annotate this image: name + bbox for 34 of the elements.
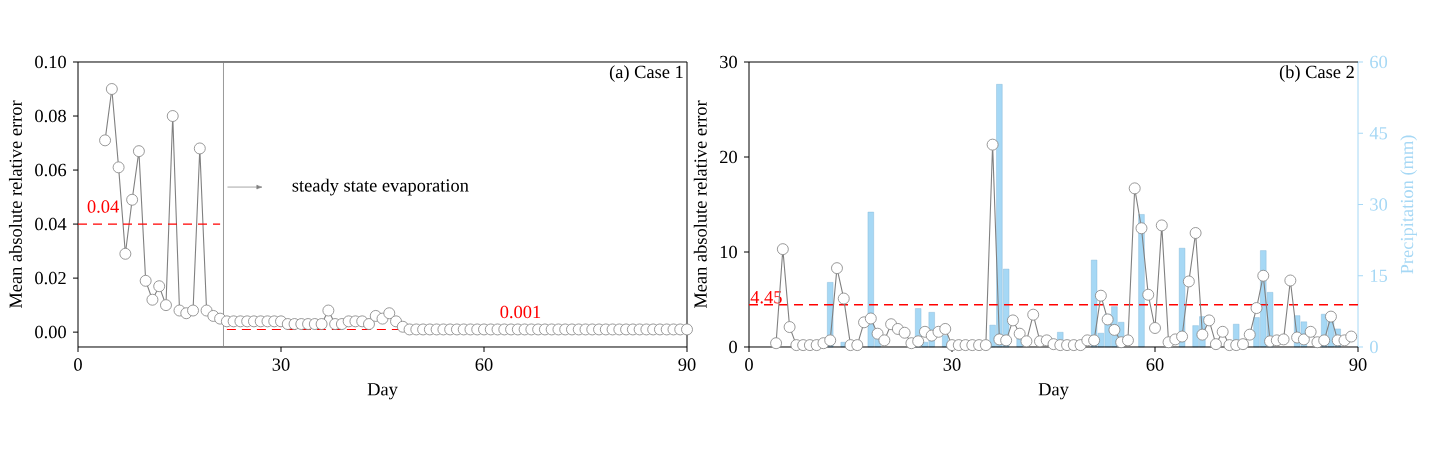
annotation: steady state evaporation (292, 178, 469, 196)
annotation: 0.001 (500, 305, 541, 319)
y2-tick-label: 15 (1370, 269, 1388, 282)
y-tick-label: 0 (729, 340, 737, 354)
y2-tick-label: 30 (1370, 198, 1388, 211)
x-tick-label: 0 (745, 358, 753, 371)
y2-tick-label: 60 (1370, 55, 1388, 69)
x-axis-title: Day (1038, 383, 1069, 400)
x-tick-label: 30 (272, 358, 290, 371)
y-tick-label: 0.08 (35, 109, 66, 123)
ref-line-label: 4.45 (750, 291, 782, 304)
x-tick-label: 60 (475, 358, 493, 371)
annotation: 0.04 (87, 200, 119, 213)
x-tick-label: 90 (1349, 358, 1367, 371)
x-axis-title: Day (367, 383, 398, 400)
chart-title: (a) Case 1 (609, 65, 683, 82)
y-tick-label: 0.06 (35, 163, 67, 177)
x-tick-label: 90 (678, 358, 696, 371)
y-tick-label: 20 (720, 150, 737, 164)
y2-tick-label: 0 (1370, 340, 1378, 354)
y2-axis-title: Precipitation (mm) (1400, 135, 1417, 274)
y-tick-label: 10 (720, 245, 737, 259)
chart-title: (b) Case 2 (1279, 65, 1354, 82)
y-tick-label: 30 (720, 55, 737, 69)
y-tick-label: 0.04 (35, 217, 67, 231)
y-axis-title: Mean absolute relative error (693, 100, 707, 309)
x-tick-label: 60 (1146, 358, 1164, 371)
x-tick-label: 0 (74, 358, 82, 371)
y-tick-label: 0.02 (35, 271, 66, 285)
y2-tick-label: 45 (1369, 127, 1388, 140)
y-tick-label: 0.00 (35, 325, 66, 339)
y-axis-title: Mean absolute relative error (8, 100, 22, 309)
y-tick-label: 0.10 (35, 55, 66, 69)
x-tick-label: 30 (943, 358, 961, 371)
